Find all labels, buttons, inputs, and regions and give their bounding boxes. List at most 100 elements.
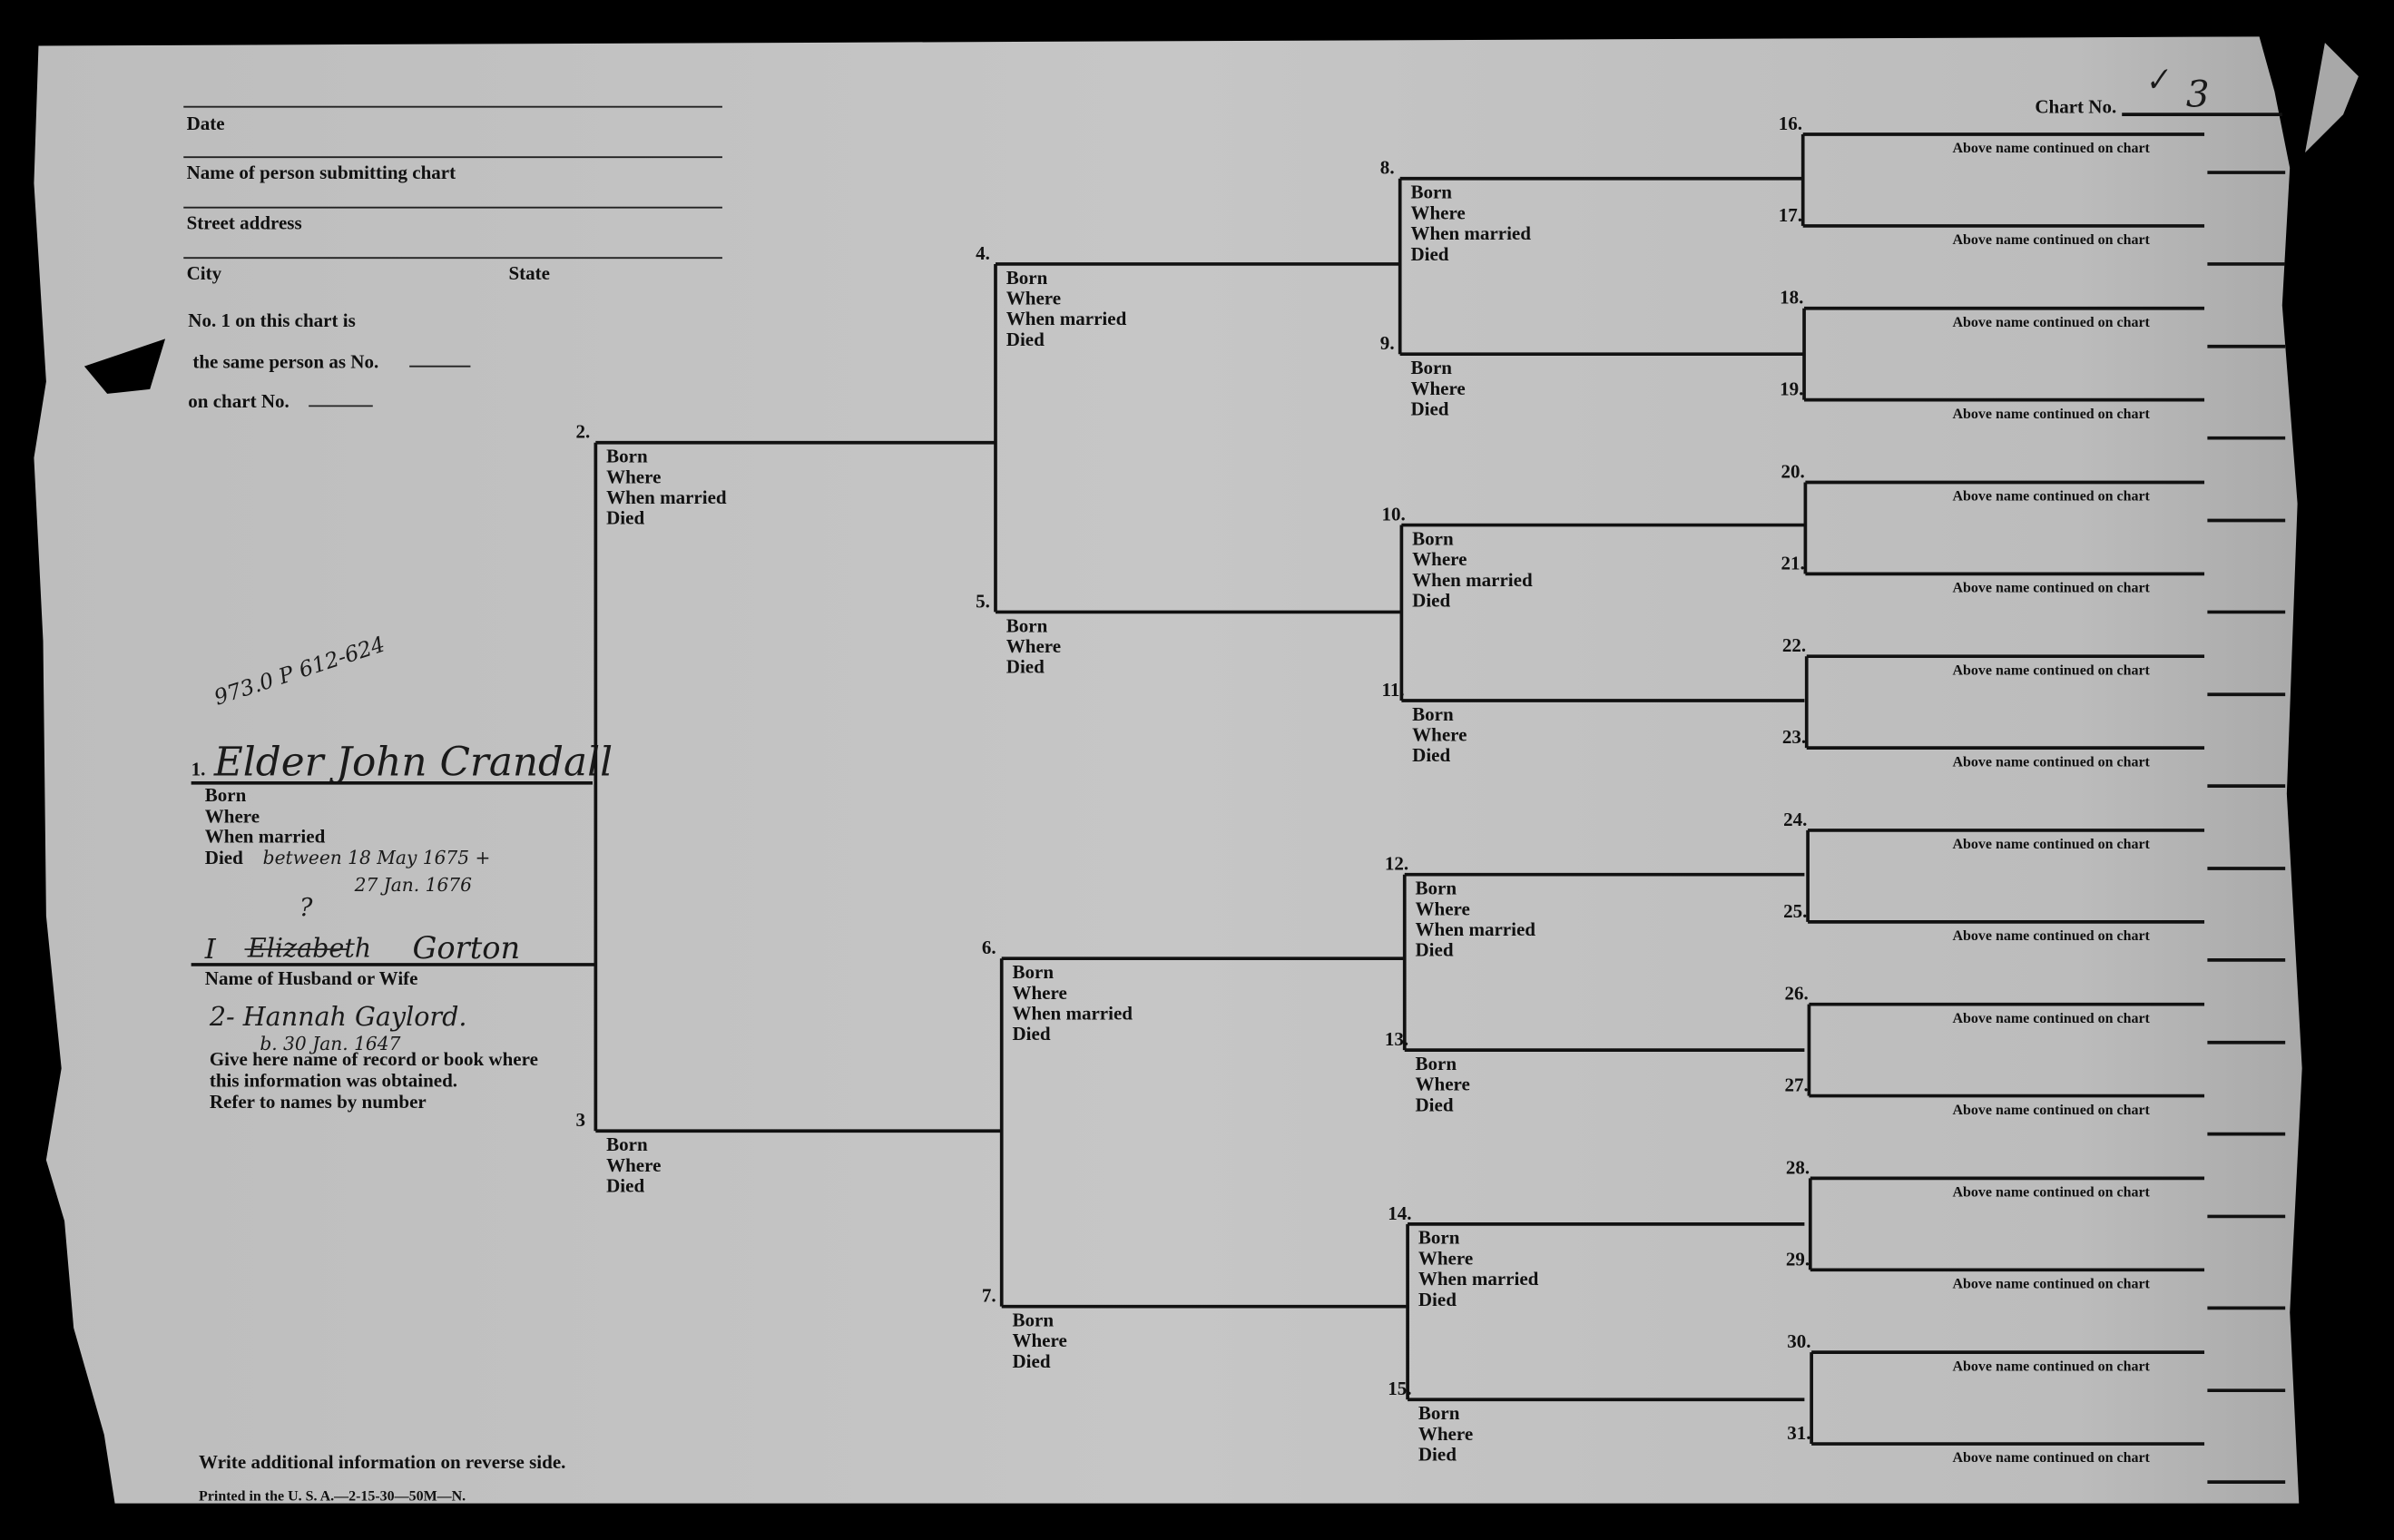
ancestor-2-where-label: Where	[606, 466, 661, 487]
ancestor-27-continued-label: Above name continued on chart	[1953, 1103, 2151, 1118]
street-field-label: Street address	[187, 211, 302, 233]
ancestor-15-number: 15.	[1388, 1378, 1411, 1399]
printed-note: Printed in the U. S. A.—2-15-30—50M—N.	[199, 1488, 466, 1504]
ancestor-23-number: 23.	[1782, 726, 1806, 748]
ancestor-11-died-label: Died	[1412, 744, 1450, 766]
ancestor-16-continued-label: Above name continued on chart	[1953, 141, 2151, 156]
ancestor-5-where-label: Where	[1006, 635, 1061, 657]
ancestor-20-number: 20.	[1781, 460, 1804, 482]
ancestor-26-number: 26.	[1785, 983, 1809, 1005]
source-instruction-line: Give here name of record or book where	[210, 1048, 538, 1070]
ancestor-15-where-label: Where	[1418, 1423, 1473, 1445]
ancestor-8-when-married-label: When married	[1410, 222, 1531, 244]
paper-tear	[83, 338, 166, 394]
ancestor-2-when-married-label: When married	[606, 486, 727, 508]
ancestor-14-number: 14.	[1388, 1202, 1411, 1224]
ancestor-4-born-label: Born	[1006, 267, 1048, 289]
ancestor-9-died-label: Died	[1410, 397, 1448, 419]
ancestor-8-born-label: Born	[1410, 181, 1452, 203]
ancestor-7-number: 7.	[982, 1285, 996, 1307]
ancestor-12-where-label: Where	[1416, 898, 1470, 919]
ancestor-11-number: 11.	[1382, 679, 1405, 701]
ancestor-8-where-label: Where	[1410, 201, 1465, 223]
ancestor-6-died-label: Died	[1012, 1023, 1050, 1045]
ancestor-16-number: 16.	[1779, 113, 1802, 134]
second-spouse: 2- Hannah Gaylord.	[209, 1001, 467, 1032]
ancestor-3-where-label: Where	[606, 1154, 661, 1176]
same-person-number-label: the same person as No.	[192, 350, 378, 372]
on-chart-label: on chart No.	[188, 390, 289, 412]
ancestor-7-born-label: Born	[1012, 1309, 1054, 1331]
ancestor-13-where-label: Where	[1416, 1074, 1470, 1095]
ancestor-29-number: 29.	[1786, 1248, 1810, 1270]
spouse-surname: Gorton	[413, 930, 521, 966]
ancestor-6-when-married-label: When married	[1012, 1002, 1133, 1024]
ancestor-31-number: 31.	[1787, 1422, 1810, 1444]
ancestor-24-number: 24.	[1783, 809, 1807, 830]
source-instruction-line: Refer to names by number	[210, 1091, 427, 1113]
submitter-field-label: Name of person submitting chart	[187, 162, 456, 183]
spouse-label: Name of Husband or Wife	[205, 967, 418, 989]
person1-where-label: Where	[205, 806, 260, 828]
person1-died-value-2: 27 Jan. 1676	[354, 874, 473, 896]
ancestor-19-continued-label: Above name continued on chart	[1953, 407, 2151, 422]
ancestor-7-where-label: Where	[1012, 1329, 1066, 1351]
city-field-label: City	[187, 262, 222, 284]
ancestor-18-number: 18.	[1780, 287, 1803, 309]
paper-corner-fold	[2305, 43, 2359, 153]
ancestor-23-continued-label: Above name continued on chart	[1953, 754, 2151, 770]
ancestor-6-number: 6.	[982, 937, 996, 958]
ancestor-24-continued-label: Above name continued on chart	[1953, 837, 2151, 852]
ancestor-20-continued-label: Above name continued on chart	[1953, 489, 2151, 505]
ancestor-2-died-label: Died	[606, 507, 644, 529]
person1-died-value: between 18 May 1675 +	[263, 847, 491, 868]
ancestor-17-number: 17.	[1779, 204, 1802, 226]
ancestor-3-number: 3	[575, 1109, 585, 1131]
ancestor-14-died-label: Died	[1418, 1289, 1457, 1310]
ancestor-8-died-label: Died	[1410, 243, 1448, 265]
paper-sheet	[34, 36, 2302, 1504]
person1-number: 1.	[191, 758, 206, 780]
source-instruction-line: this information was obtained.	[210, 1069, 457, 1091]
ancestor-31-continued-label: Above name continued on chart	[1953, 1450, 2151, 1466]
ancestor-30-continued-label: Above name continued on chart	[1953, 1359, 2151, 1374]
ancestor-15-born-label: Born	[1418, 1402, 1460, 1424]
ancestor-9-born-label: Born	[1410, 357, 1452, 378]
ancestor-13-number: 13.	[1385, 1028, 1408, 1050]
ancestor-5-died-label: Died	[1006, 656, 1045, 678]
same-person-label: No. 1 on this chart is	[188, 309, 355, 331]
ancestor-11-born-label: Born	[1412, 703, 1454, 725]
ancestor-8-number: 8.	[1380, 157, 1395, 179]
ancestor-9-number: 9.	[1380, 332, 1395, 354]
ancestor-3-died-label: Died	[606, 1175, 644, 1197]
spouse-prefix: I	[204, 934, 217, 966]
ancestor-15-died-label: Died	[1418, 1444, 1457, 1466]
ancestor-10-when-married-label: When married	[1412, 569, 1533, 591]
ancestor-22-number: 22.	[1782, 634, 1806, 656]
ancestor-17-continued-label: Above name continued on chart	[1953, 232, 2151, 248]
spouse-struck-name: Elizabeth	[247, 933, 371, 964]
footer-note: Write additional information on reverse …	[199, 1451, 565, 1473]
ancestor-10-number: 10.	[1382, 504, 1406, 525]
ancestor-6-born-label: Born	[1012, 961, 1054, 983]
ancestor-4-number: 4.	[976, 242, 990, 264]
check-mark: ✓	[2141, 60, 2173, 99]
chart-no-value: 3	[2186, 74, 2210, 116]
person1-name: Elder John Crandall	[213, 739, 613, 785]
ancestor-2-number: 2.	[575, 421, 590, 443]
ancestor-19-number: 19.	[1780, 378, 1803, 400]
ancestor-5-born-label: Born	[1006, 614, 1048, 636]
ancestor-2-born-label: Born	[606, 446, 648, 467]
ancestor-12-number: 12.	[1385, 853, 1408, 875]
ancestor-12-when-married-label: When married	[1416, 918, 1536, 940]
ancestor-14-when-married-label: When married	[1418, 1268, 1539, 1290]
ancestor-14-born-label: Born	[1418, 1227, 1460, 1249]
ancestor-21-continued-label: Above name continued on chart	[1953, 581, 2151, 596]
ancestor-13-born-label: Born	[1416, 1053, 1457, 1074]
person1-born-label: Born	[205, 784, 247, 806]
state-field-label: State	[508, 262, 550, 284]
ancestor-13-died-label: Died	[1416, 1094, 1454, 1115]
ancestor-4-when-married-label: When married	[1006, 308, 1127, 329]
ancestor-18-continued-label: Above name continued on chart	[1953, 315, 2151, 330]
ancestor-28-number: 28.	[1786, 1156, 1810, 1178]
